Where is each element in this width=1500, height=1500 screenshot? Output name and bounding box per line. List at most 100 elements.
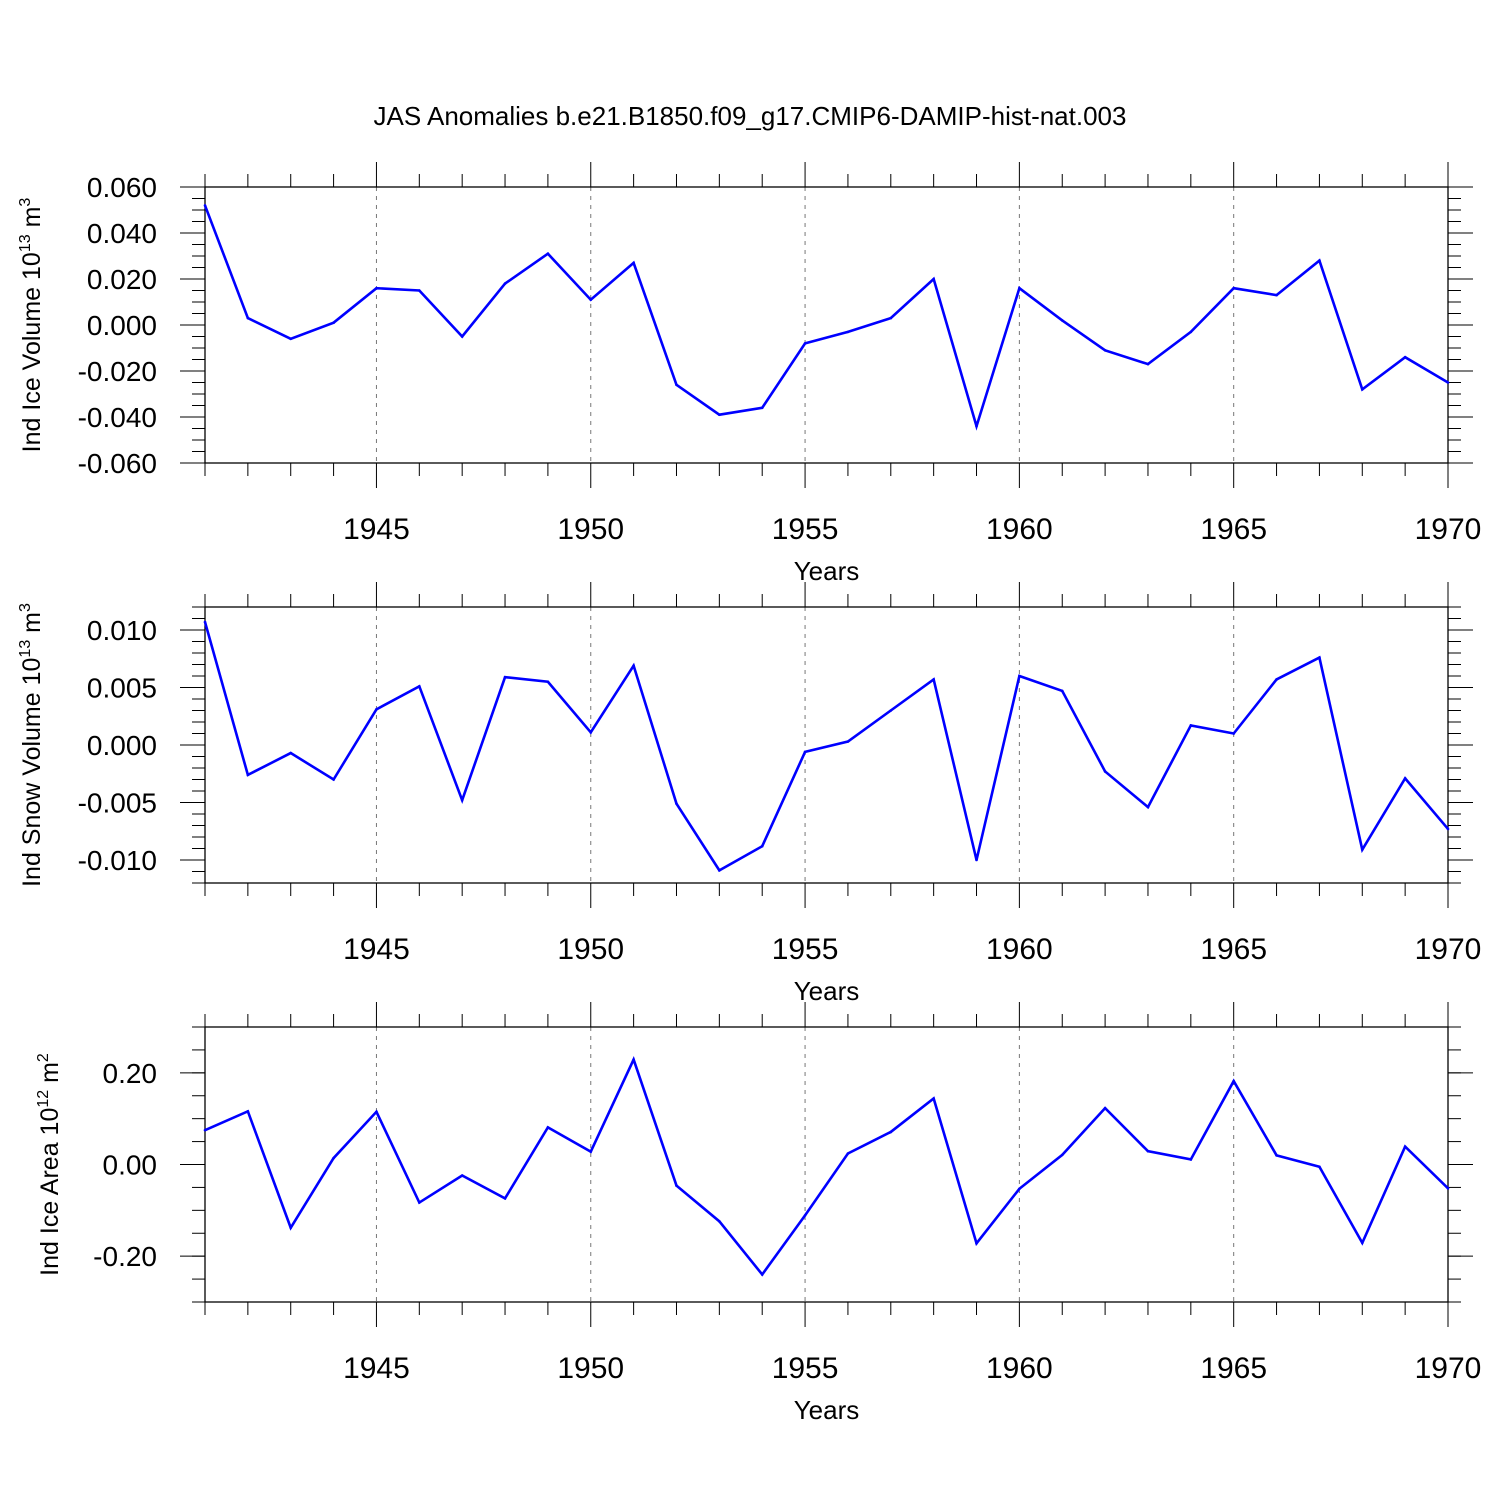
- data-point: [332, 1156, 335, 1160]
- data-point: [589, 731, 593, 734]
- data-point: [932, 277, 935, 281]
- data-point: [1275, 1154, 1278, 1157]
- data-point: [1403, 777, 1407, 780]
- data-point: [760, 1273, 764, 1276]
- data-point: [889, 316, 893, 320]
- data-point: [675, 1184, 678, 1187]
- data-point: [1446, 827, 1450, 831]
- x-tick-label: 1960: [986, 933, 1053, 966]
- data-point: [332, 321, 335, 325]
- data-point: [289, 337, 293, 341]
- data-point: [718, 413, 721, 417]
- data-point: [546, 1126, 550, 1129]
- data-point: [246, 316, 250, 320]
- data-point: [1318, 1165, 1321, 1169]
- series-line: [203, 204, 1449, 431]
- data-point: [246, 1110, 250, 1113]
- data-point: [1360, 1241, 1364, 1245]
- data-point: [1275, 293, 1278, 297]
- x-tick-label: 1970: [1415, 513, 1482, 546]
- chart-title: JAS Anomalies b.e21.B1850.f09_g17.CMIP6-…: [374, 101, 1127, 131]
- x-axis-label: Years: [794, 976, 860, 1006]
- panels: -0.060 -0.040 -0.020 0.000 0.020 0.040 0.060 19…: [17, 162, 1481, 1425]
- data-point: [1232, 732, 1235, 735]
- plot-frame: [204, 606, 1449, 884]
- data-point: [1403, 1145, 1407, 1148]
- data-point: [503, 1197, 507, 1200]
- y-axis-label: Ind Ice Volume 1013 m3: [17, 198, 46, 453]
- x-axis-label: Years: [794, 1395, 860, 1425]
- data-point: [718, 1220, 721, 1223]
- y-axis-label: Ind Ice Area 1012 m2: [35, 1053, 64, 1276]
- y-tick-label: 0.020: [87, 264, 157, 295]
- data-point: [246, 773, 250, 777]
- x-tick-label: 1950: [557, 513, 624, 546]
- data-point: [675, 383, 678, 387]
- y-tick-label: -0.20: [93, 1241, 157, 1272]
- y-tick-label: -0.010: [78, 845, 157, 876]
- data-point: [718, 869, 721, 872]
- data-point: [460, 335, 464, 338]
- data-point: [1103, 1106, 1107, 1110]
- data-point: [889, 1130, 893, 1134]
- data-point: [803, 750, 807, 754]
- data-point: [1446, 381, 1450, 384]
- x-tick-label: 1965: [1200, 1352, 1267, 1385]
- data-point: [375, 286, 378, 290]
- data-point: [1446, 1187, 1450, 1190]
- x-tick-label: 1955: [772, 933, 839, 966]
- data-point: [846, 1152, 850, 1155]
- data-point: [803, 342, 807, 345]
- data-point: [589, 298, 593, 302]
- x-tick-label: 1955: [772, 1352, 839, 1385]
- plot-frame: [204, 1026, 1449, 1303]
- data-point: [503, 282, 507, 285]
- data-point: [1318, 259, 1321, 262]
- y-axis-label: Ind Snow Volume 1013 m3: [17, 603, 46, 887]
- data-point: [546, 680, 550, 684]
- data-point: [975, 858, 978, 862]
- data-point: [589, 1150, 593, 1153]
- x-tick-label: 1960: [986, 1352, 1053, 1385]
- y-tick-label: 0.00: [103, 1150, 158, 1181]
- data-point: [1060, 689, 1064, 693]
- data-point: [418, 685, 421, 688]
- data-point: [203, 204, 207, 207]
- data-point: [975, 1242, 978, 1245]
- data-point: [760, 844, 764, 848]
- data-point: [418, 289, 421, 292]
- data-point: [375, 1110, 378, 1114]
- data-point: [632, 261, 635, 265]
- y-tick-label: 0.040: [87, 218, 157, 249]
- x-tick-label: 1965: [1200, 933, 1267, 966]
- x-tick-label: 1960: [986, 513, 1053, 546]
- data-point: [1018, 1187, 1021, 1191]
- x-tick-label: 1970: [1415, 933, 1482, 966]
- y-tick-label: 0.005: [87, 673, 157, 704]
- data-point: [1189, 330, 1193, 334]
- data-point: [889, 709, 893, 712]
- data-point: [675, 802, 678, 805]
- data-point: [203, 1128, 207, 1132]
- y-tick-label: -0.005: [78, 788, 157, 819]
- x-tick-label: 1955: [772, 513, 839, 546]
- x-tick-label: 1945: [343, 933, 410, 966]
- y-tick-label: 0.000: [87, 310, 157, 341]
- y-tick-label: -0.040: [78, 402, 157, 433]
- data-point: [846, 330, 850, 334]
- data-point: [460, 1174, 464, 1177]
- x-axis-label: Years: [794, 556, 860, 586]
- y-tick-label: 0.000: [87, 730, 157, 761]
- data-point: [1232, 286, 1235, 290]
- data-point: [632, 1058, 635, 1061]
- y-tick-label: -0.020: [78, 356, 157, 387]
- panel-1: -0.060 -0.040 -0.020 0.000 0.020 0.040 0.060 19…: [17, 162, 1481, 586]
- data-point: [1318, 656, 1321, 659]
- y-tick-label: 0.20: [103, 1058, 158, 1089]
- data-point: [760, 406, 764, 410]
- y-tick-label: 0.010: [87, 615, 157, 646]
- panel-3: -0.20 0.00 0.20 1945 1950 1955 1960 1965 1970 Yea…: [35, 1002, 1481, 1425]
- data-point: [1189, 1158, 1193, 1161]
- data-point: [846, 740, 850, 743]
